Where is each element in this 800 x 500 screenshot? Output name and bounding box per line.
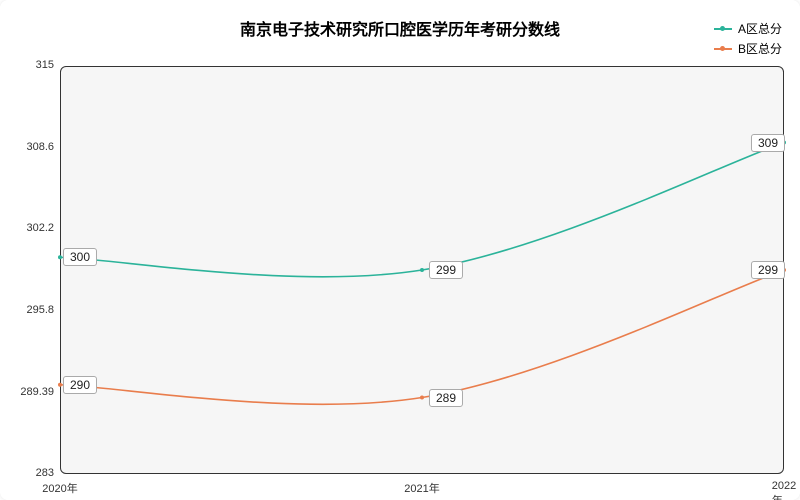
y-tick: 289.39 — [6, 386, 54, 398]
y-tick: 308.6 — [6, 141, 54, 153]
x-tick: 2020年 — [42, 480, 77, 496]
y-tick: 302.2 — [6, 222, 54, 234]
data-label: 300 — [63, 248, 97, 266]
y-tick: 283 — [6, 467, 54, 479]
x-tick: 2022年 — [772, 480, 796, 500]
data-label: 290 — [63, 376, 97, 394]
series-line — [60, 143, 784, 277]
data-label: 309 — [751, 134, 785, 152]
series-marker — [420, 268, 424, 272]
data-label: 299 — [429, 261, 463, 279]
series-marker — [58, 383, 62, 387]
y-tick: 295.8 — [6, 304, 54, 316]
series-marker — [58, 255, 62, 259]
x-tick: 2021年 — [404, 480, 439, 496]
data-label: 299 — [751, 261, 785, 279]
series-marker — [420, 396, 424, 400]
line-layer — [0, 0, 800, 500]
series-line — [60, 270, 784, 404]
y-tick: 315 — [6, 59, 54, 71]
data-label: 289 — [429, 389, 463, 407]
chart-container: 南京电子技术研究所口腔医学历年考研分数线 A区总分B区总分 283289.392… — [0, 0, 800, 500]
